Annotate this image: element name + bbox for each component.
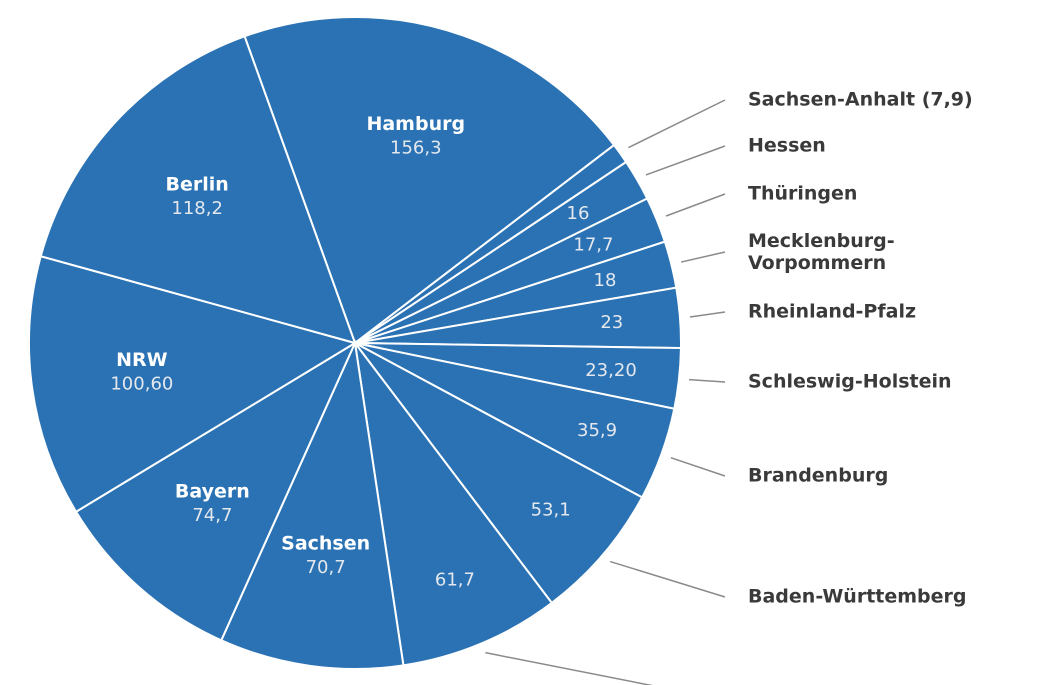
slice-name: Brandenburg (748, 465, 888, 487)
slice-value: 16 (567, 203, 590, 224)
slice-name: Mecklenburg-Vorpommern (748, 230, 895, 274)
slice-value: 100,60 (110, 373, 173, 394)
pie-slice (74, 340, 358, 642)
pie-slice (28, 255, 358, 514)
slice-name: Schleswig-Holstein (748, 371, 952, 393)
slice-value: 35,9 (577, 420, 617, 441)
slice-name: Thüringen (748, 183, 857, 205)
slice-value: 23,20 (585, 360, 637, 381)
pie-slice (243, 16, 616, 345)
leader-line (645, 145, 726, 176)
slice-value: 70,7 (306, 557, 346, 578)
slice-value: 74,7 (192, 505, 232, 526)
slice-value: 156,3 (390, 138, 442, 159)
slice-value: 53,1 (531, 500, 571, 521)
leader-line (680, 251, 726, 263)
slice-value: 18 (594, 270, 617, 291)
leader-line (665, 193, 726, 217)
leader-line (689, 311, 726, 318)
slice-name: Berlin (166, 173, 229, 195)
slice-value: 118,2 (171, 198, 223, 219)
leader-line (688, 378, 726, 383)
slice-name: Rheinland-Pfalz (748, 301, 916, 323)
pie-slice (354, 342, 644, 605)
pie-slice (219, 339, 405, 670)
pie-slice (354, 342, 554, 667)
leader-line (610, 560, 726, 598)
slice-name: Hessen (748, 135, 826, 157)
pie-slice (39, 34, 357, 345)
leader-line (628, 99, 726, 149)
slice-name: Hamburg (366, 113, 465, 135)
leader-line (485, 651, 653, 685)
slice-value: 17,7 (573, 235, 613, 256)
slice-name: NRW (116, 349, 168, 371)
slice-name: Sachsen-Anhalt (7,9) (748, 89, 973, 111)
slice-value: 23 (600, 312, 623, 333)
leader-line (670, 456, 726, 477)
slice-name: Sachsen (281, 533, 370, 555)
slice-name: Bayern (175, 481, 250, 503)
slice-name: Baden-Württemberg (748, 586, 967, 608)
slice-value: 61,7 (435, 569, 475, 590)
